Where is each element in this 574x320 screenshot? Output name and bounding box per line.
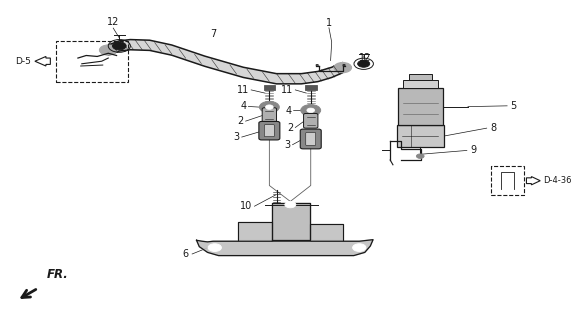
Text: 6: 6 (183, 249, 189, 259)
Polygon shape (108, 40, 343, 84)
Bar (305, 85, 316, 90)
Bar (409, 74, 432, 80)
FancyBboxPatch shape (262, 108, 277, 123)
Text: 9: 9 (471, 146, 476, 156)
Polygon shape (196, 240, 373, 256)
Circle shape (259, 101, 280, 113)
Text: 10: 10 (239, 201, 252, 211)
Bar (398, 88, 443, 125)
Text: 4: 4 (240, 101, 246, 111)
FancyArrow shape (526, 177, 540, 185)
Bar (404, 80, 437, 88)
Circle shape (208, 244, 222, 252)
FancyBboxPatch shape (304, 114, 318, 128)
Polygon shape (309, 224, 343, 240)
Polygon shape (238, 222, 272, 240)
Text: 12: 12 (359, 53, 371, 63)
Bar (263, 85, 275, 90)
Text: D-4-36: D-4-36 (543, 176, 572, 185)
Text: 7: 7 (210, 29, 216, 39)
Text: 11: 11 (236, 85, 249, 95)
Text: FR.: FR. (46, 268, 68, 281)
Text: 5: 5 (511, 101, 517, 111)
Bar (56, 41, 127, 82)
Text: 8: 8 (490, 123, 497, 133)
Text: 3: 3 (234, 132, 239, 142)
Bar (491, 166, 523, 195)
FancyArrow shape (35, 56, 51, 66)
Circle shape (113, 42, 126, 50)
Text: 12: 12 (107, 17, 119, 28)
Text: 2: 2 (287, 123, 293, 132)
Text: 11: 11 (281, 85, 293, 95)
Text: 2: 2 (237, 116, 243, 126)
Bar (397, 125, 444, 147)
Circle shape (352, 244, 366, 252)
Circle shape (416, 154, 424, 158)
Circle shape (301, 105, 321, 116)
Circle shape (334, 62, 351, 73)
FancyBboxPatch shape (265, 125, 274, 137)
Circle shape (266, 105, 273, 109)
FancyBboxPatch shape (300, 129, 321, 149)
Polygon shape (272, 203, 309, 240)
FancyBboxPatch shape (306, 132, 316, 145)
Text: D-5: D-5 (15, 57, 31, 66)
Circle shape (307, 108, 315, 113)
Text: 4: 4 (285, 106, 292, 116)
Text: 3: 3 (284, 140, 290, 150)
Circle shape (99, 45, 117, 55)
Text: 1: 1 (326, 18, 332, 28)
Circle shape (285, 201, 296, 208)
Circle shape (358, 60, 370, 67)
FancyBboxPatch shape (259, 122, 280, 140)
